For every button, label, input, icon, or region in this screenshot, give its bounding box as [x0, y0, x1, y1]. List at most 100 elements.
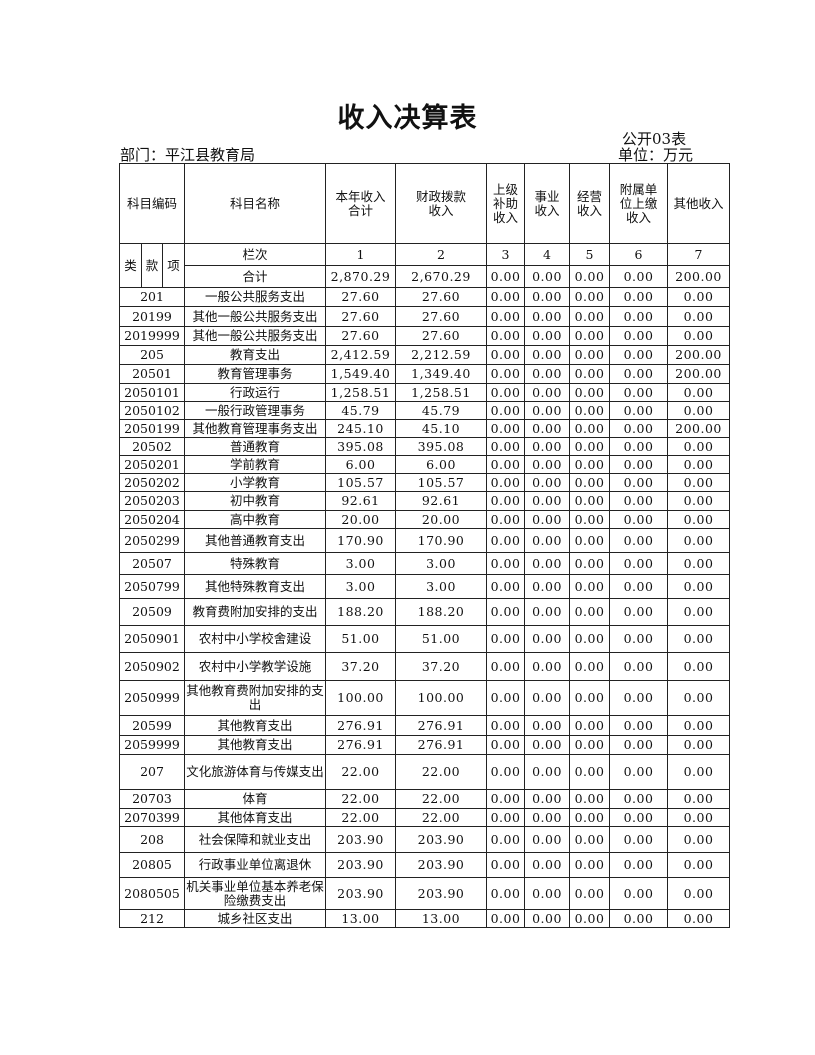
- amount-cell: 0.00: [486, 401, 525, 420]
- table-row: 20199 其他一般公共服务支出 27.60 27.60 0.00 0.00 0.00 0.0…: [119, 306, 730, 327]
- header-col-6: 附属单位上缴收入: [609, 163, 668, 244]
- amount-cell: 276.91: [325, 715, 396, 736]
- department-label: 部门：平江县教育局: [120, 146, 256, 164]
- amount-cell: 0.00: [609, 826, 668, 853]
- amount-cell: 0.00: [524, 552, 570, 575]
- subject-code: 20502: [119, 437, 185, 456]
- total-value: 200.00: [667, 265, 730, 288]
- amount-cell: 0.00: [486, 528, 525, 553]
- amount-cell: 0.00: [524, 877, 570, 910]
- amount-cell: 0.00: [667, 383, 730, 402]
- amount-cell: 0.00: [486, 909, 525, 928]
- amount-cell: 0.00: [486, 789, 525, 809]
- subject-name: 其他一般公共服务支出: [184, 306, 326, 327]
- amount-cell: 170.90: [325, 528, 396, 553]
- subject-name: 其他教育管理事务支出: [184, 419, 326, 438]
- amount-cell: 0.00: [667, 473, 730, 492]
- page-title: 收入决算表: [337, 103, 478, 134]
- amount-cell: 2,212.59: [395, 345, 487, 365]
- amount-cell: 0.00: [486, 808, 525, 827]
- amount-cell: 203.90: [395, 877, 487, 910]
- amount-cell: 0.00: [524, 852, 570, 878]
- amount-cell: 203.90: [325, 826, 396, 853]
- amount-cell: 0.00: [667, 625, 730, 653]
- amount-cell: 27.60: [325, 287, 396, 307]
- amount-cell: 0.00: [609, 383, 668, 402]
- amount-cell: 0.00: [667, 528, 730, 553]
- amount-cell: 0.00: [609, 473, 668, 492]
- subject-code: 207: [119, 754, 185, 790]
- total-value: 2,670.29: [395, 265, 487, 288]
- amount-cell: 0.00: [569, 364, 610, 384]
- header-col-4: 事业收入: [524, 163, 570, 244]
- amount-cell: 0.00: [486, 877, 525, 910]
- amount-cell: 0.00: [524, 680, 570, 716]
- amount-cell: 0.00: [569, 306, 610, 327]
- amount-cell: 0.00: [609, 419, 668, 438]
- header-col-5: 经营收入: [569, 163, 610, 244]
- amount-cell: 20.00: [325, 510, 396, 529]
- amount-cell: 0.00: [569, 437, 610, 456]
- table-row: 2050204 高中教育 20.00 20.00 0.00 0.00 0.00 0.00 0.0…: [119, 510, 730, 529]
- amount-cell: 1,349.40: [395, 364, 487, 384]
- amount-cell: 395.08: [395, 437, 487, 456]
- amount-cell: 0.00: [667, 715, 730, 736]
- amount-cell: 0.00: [486, 598, 525, 626]
- header-col-7: 其他收入: [667, 163, 730, 244]
- table-row: 208 社会保障和就业支出 203.90 203.90 0.00 0.00 0.00 0.00…: [119, 826, 730, 853]
- amount-cell: 0.00: [486, 826, 525, 853]
- subject-name: 农村中小学教学设施: [184, 652, 326, 681]
- amount-cell: 0.00: [524, 473, 570, 492]
- amount-cell: 45.10: [395, 419, 487, 438]
- table-row: 2070399 其他体育支出 22.00 22.00 0.00 0.00 0.00 0.00 0…: [119, 808, 730, 827]
- table-row: 201 一般公共服务支出 27.60 27.60 0.00 0.00 0.00 0.00 0.0…: [119, 287, 730, 307]
- col-num: 2: [395, 243, 487, 266]
- table-row: 205 教育支出 2,412.59 2,212.59 0.00 0.00 0.00 0.00 2…: [119, 345, 730, 365]
- amount-cell: 0.00: [569, 510, 610, 529]
- amount-cell: 0.00: [486, 287, 525, 307]
- amount-cell: 0.00: [609, 598, 668, 626]
- amount-cell: 1,549.40: [325, 364, 396, 384]
- unit-label: 单位：万元: [618, 146, 694, 164]
- subject-code: 2050199: [119, 419, 185, 438]
- amount-cell: 276.91: [395, 715, 487, 736]
- subject-name: 教育费附加安排的支出: [184, 598, 326, 626]
- amount-cell: 0.00: [609, 326, 668, 346]
- amount-cell: 203.90: [395, 826, 487, 853]
- amount-cell: 3.00: [325, 574, 396, 599]
- subject-name: 其他一般公共服务支出: [184, 326, 326, 346]
- amount-cell: 0.00: [524, 715, 570, 736]
- total-value: 2,870.29: [325, 265, 396, 288]
- subject-name: 小学教育: [184, 473, 326, 492]
- amount-cell: 0.00: [667, 437, 730, 456]
- subject-code: 2050102: [119, 401, 185, 420]
- subject-code: 2050201: [119, 455, 185, 474]
- amount-cell: 0.00: [609, 287, 668, 307]
- amount-cell: 0.00: [486, 383, 525, 402]
- amount-cell: 0.00: [667, 754, 730, 790]
- amount-cell: 0.00: [667, 306, 730, 327]
- amount-cell: 0.00: [609, 401, 668, 420]
- total-row: 合计 2,870.29 2,670.29 0.00 0.00 0.00 0.00…: [120, 265, 730, 288]
- subject-name: 其他普通教育支出: [184, 528, 326, 553]
- subject-code: 212: [119, 909, 185, 928]
- amount-cell: 0.00: [667, 326, 730, 346]
- amount-cell: 0.00: [524, 754, 570, 790]
- amount-cell: 27.60: [395, 306, 487, 327]
- subject-code: 2050799: [119, 574, 185, 599]
- amount-cell: 0.00: [609, 754, 668, 790]
- table-row: 2059999 其他教育支出 276.91 276.91 0.00 0.00 0.00 0.0…: [119, 735, 730, 755]
- amount-cell: 0.00: [569, 287, 610, 307]
- amount-cell: 0.00: [609, 345, 668, 365]
- amount-cell: 0.00: [609, 491, 668, 511]
- amount-cell: 0.00: [609, 715, 668, 736]
- amount-cell: 200.00: [667, 419, 730, 438]
- amount-cell: 188.20: [395, 598, 487, 626]
- subject-code: 2050204: [119, 510, 185, 529]
- amount-cell: 0.00: [524, 826, 570, 853]
- subject-code: 20199: [119, 306, 185, 327]
- amount-cell: 0.00: [667, 598, 730, 626]
- table-row: 2050203 初中教育 92.61 92.61 0.00 0.00 0.00 0.00 0.0…: [119, 491, 730, 511]
- amount-cell: 200.00: [667, 364, 730, 384]
